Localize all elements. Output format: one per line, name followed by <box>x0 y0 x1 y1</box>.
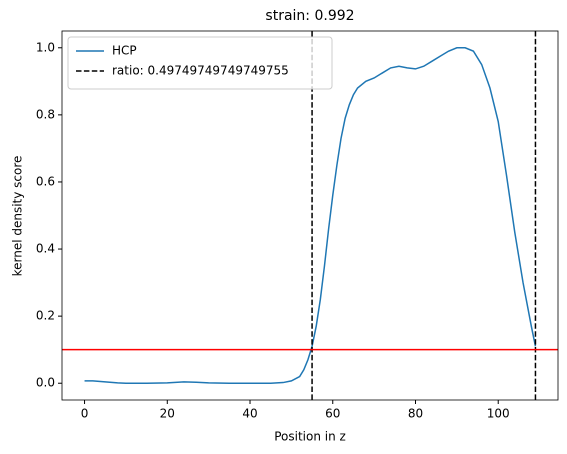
legend-label: HCP <box>112 44 137 58</box>
y-tick-label: 0.2 <box>36 309 55 323</box>
x-tick-label: 80 <box>408 407 423 421</box>
y-axis-label: kernel density score <box>11 156 25 277</box>
legend-label: ratio: 0.49749749749749755 <box>112 64 289 78</box>
y-tick-label: 0.4 <box>36 242 55 256</box>
x-axis-label: Position in z <box>274 430 346 444</box>
plot-frame <box>61 30 559 401</box>
y-tick-label: 0.8 <box>36 107 55 121</box>
x-tick-label: 40 <box>242 407 257 421</box>
x-tick-label: 0 <box>81 407 89 421</box>
x-tick-label: 20 <box>160 407 175 421</box>
chart-title: strain: 0.992 <box>265 8 354 24</box>
x-tick-label: 100 <box>487 407 510 421</box>
x-tick-label: 60 <box>325 407 340 421</box>
data-line <box>84 47 537 384</box>
y-tick-label: 0.6 <box>36 174 55 188</box>
y-tick-label: 0.0 <box>36 376 55 390</box>
y-tick-label: 1.0 <box>36 40 55 54</box>
legend-box <box>67 36 333 90</box>
